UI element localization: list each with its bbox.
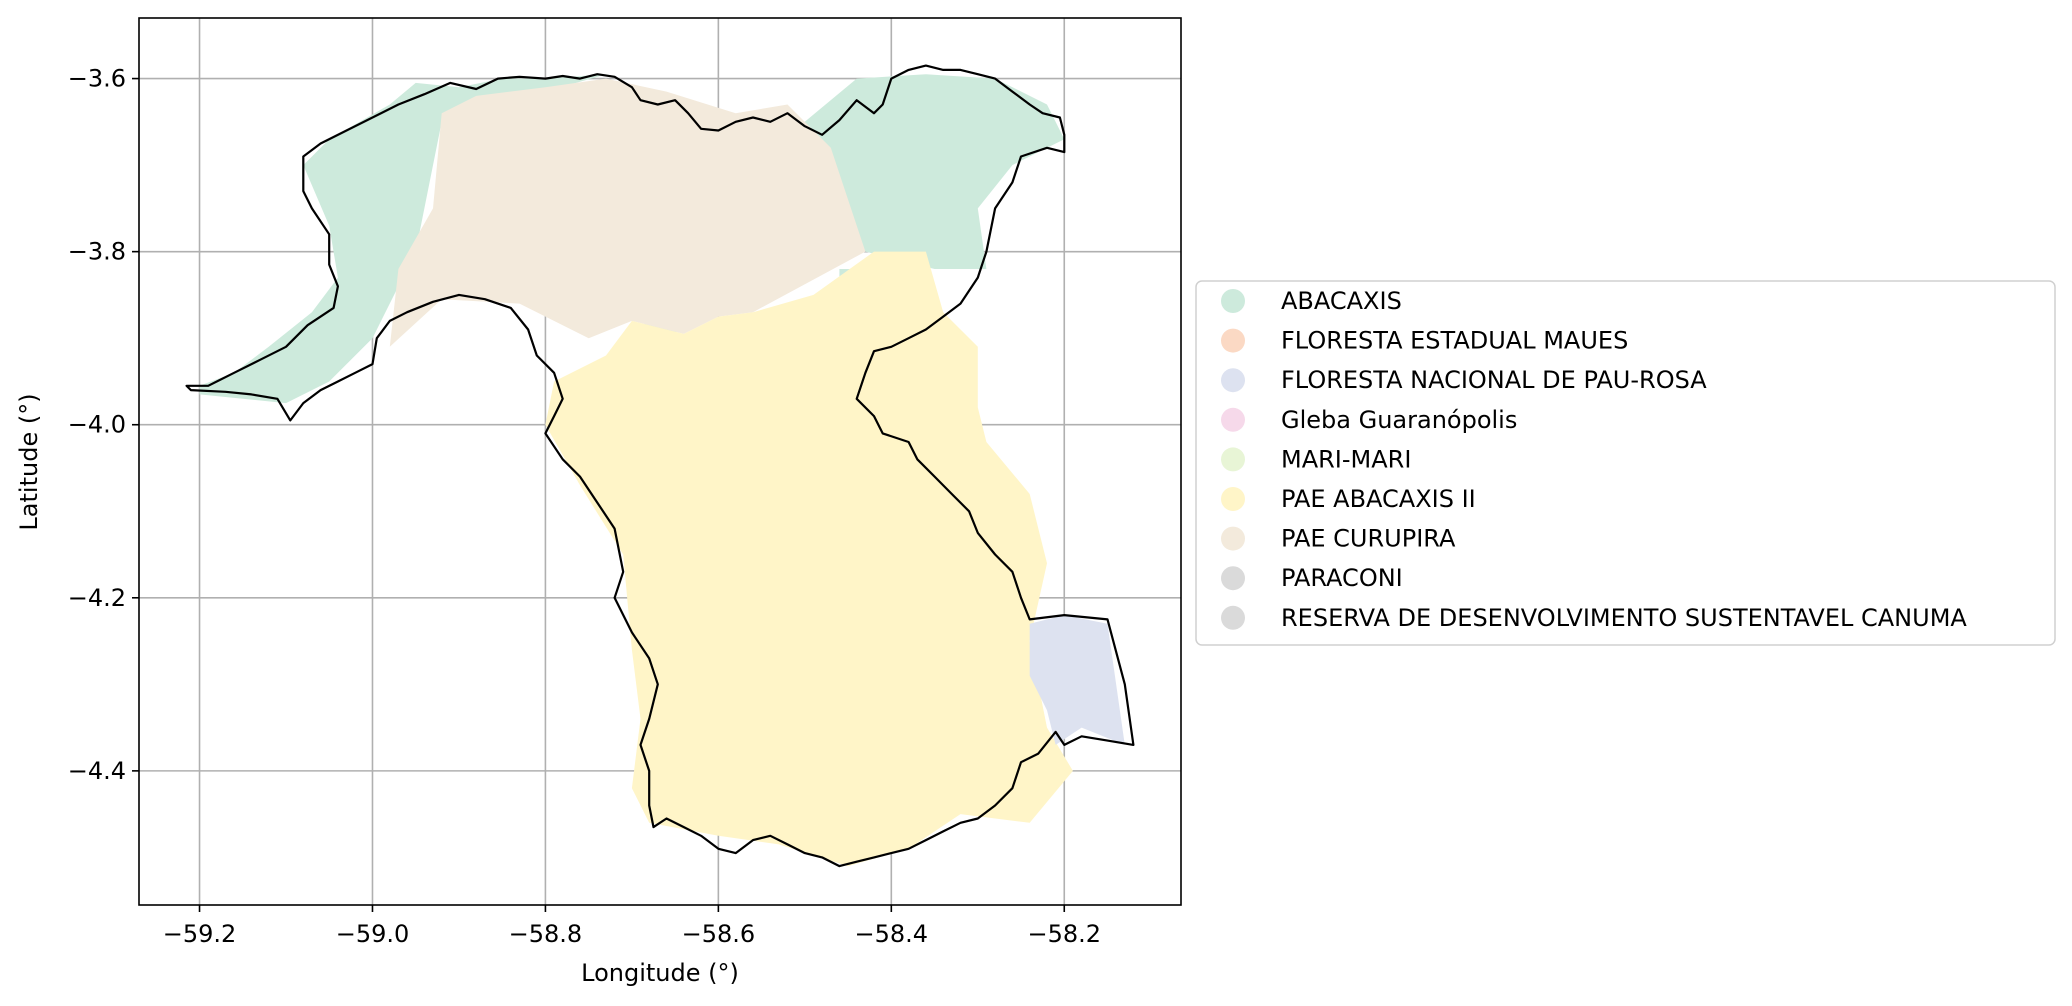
y-tick-label: −3.6 (68, 65, 126, 93)
y-axis-label: Latitude (°) (15, 393, 43, 530)
y-tick-label: −4.2 (68, 584, 126, 612)
legend-label: PAE CURUPIRA (1281, 525, 1456, 553)
map-boundary (185, 64, 1135, 868)
legend-marker (1221, 407, 1245, 432)
legend-marker (1221, 526, 1245, 551)
legend-marker (1221, 605, 1245, 630)
region-pae-abacaxis-ii (545, 251, 1073, 867)
legend-label: FLORESTA NACIONAL DE PAU-ROSA (1281, 366, 1707, 394)
x-axis-label: Longitude (°) (581, 959, 739, 987)
legend-label: Gleba Guaranópolis (1281, 406, 1517, 434)
x-ticks: −59.2 −59.0 −58.8 −58.6 −58.4 −58.2 (163, 905, 1101, 948)
municipality-boundary (185, 64, 1135, 868)
y-tick-label: −3.8 (68, 238, 126, 266)
legend: ABACAXIS FLORESTA ESTADUAL MAUES FLORESTA … (1195, 280, 2056, 646)
x-tick-label: −59.2 (163, 920, 237, 948)
legend-marker (1221, 566, 1245, 591)
x-tick-label: −58.8 (509, 920, 583, 948)
legend-marker (1221, 368, 1245, 393)
legend-label: PAE ABACAXIS II (1281, 485, 1476, 513)
legend-label: MARI-MARI (1281, 445, 1411, 473)
legend-marker (1221, 487, 1245, 511)
y-ticks: −3.6 −3.8 −4.0 −4.2 −4.4 (68, 65, 139, 785)
legend-items: ABACAXIS FLORESTA ESTADUAL MAUES FLORESTA … (1221, 287, 1967, 632)
x-tick-label: −59.0 (336, 920, 410, 948)
x-tick-label: −58.4 (855, 920, 929, 948)
legend-marker (1221, 328, 1245, 353)
legend-label: RESERVA DE DESENVOLVIMENTO SUSTENTAVEL C… (1281, 604, 1967, 632)
region-abacaxis (199, 74, 606, 404)
region-pae-curupira (389, 78, 866, 347)
legend-label: PARACONI (1281, 564, 1403, 592)
legend-box (1195, 280, 2056, 646)
region-floresta-nacional-de-pau-rosa (1029, 615, 1125, 745)
x-tick-label: −58.6 (682, 920, 756, 948)
x-tick-label: −58.2 (1027, 920, 1101, 948)
legend-label: FLORESTA ESTADUAL MAUES (1281, 327, 1628, 355)
region-abacaxis (804, 74, 1065, 269)
legend-label: ABACAXIS (1281, 287, 1402, 315)
map-regions (199, 74, 1125, 867)
y-tick-label: −4.0 (68, 411, 126, 439)
y-tick-label: −4.4 (68, 757, 126, 785)
plot-frame (138, 17, 1182, 906)
legend-marker (1221, 289, 1245, 313)
legend-marker (1221, 447, 1245, 472)
